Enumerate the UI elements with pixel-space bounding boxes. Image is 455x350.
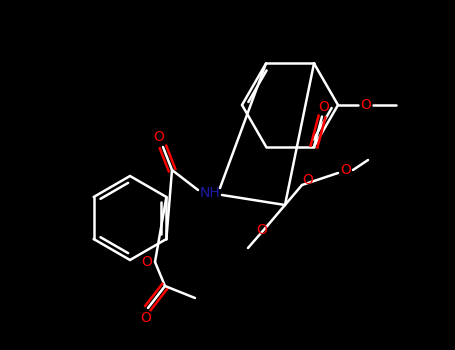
Text: O: O (340, 163, 351, 177)
Text: O: O (360, 98, 371, 112)
Text: O: O (257, 223, 268, 237)
Text: NH: NH (200, 186, 220, 200)
Text: O: O (154, 130, 164, 144)
Text: O: O (303, 173, 313, 187)
Text: O: O (318, 99, 329, 113)
Text: O: O (142, 255, 152, 269)
Text: O: O (141, 311, 152, 325)
